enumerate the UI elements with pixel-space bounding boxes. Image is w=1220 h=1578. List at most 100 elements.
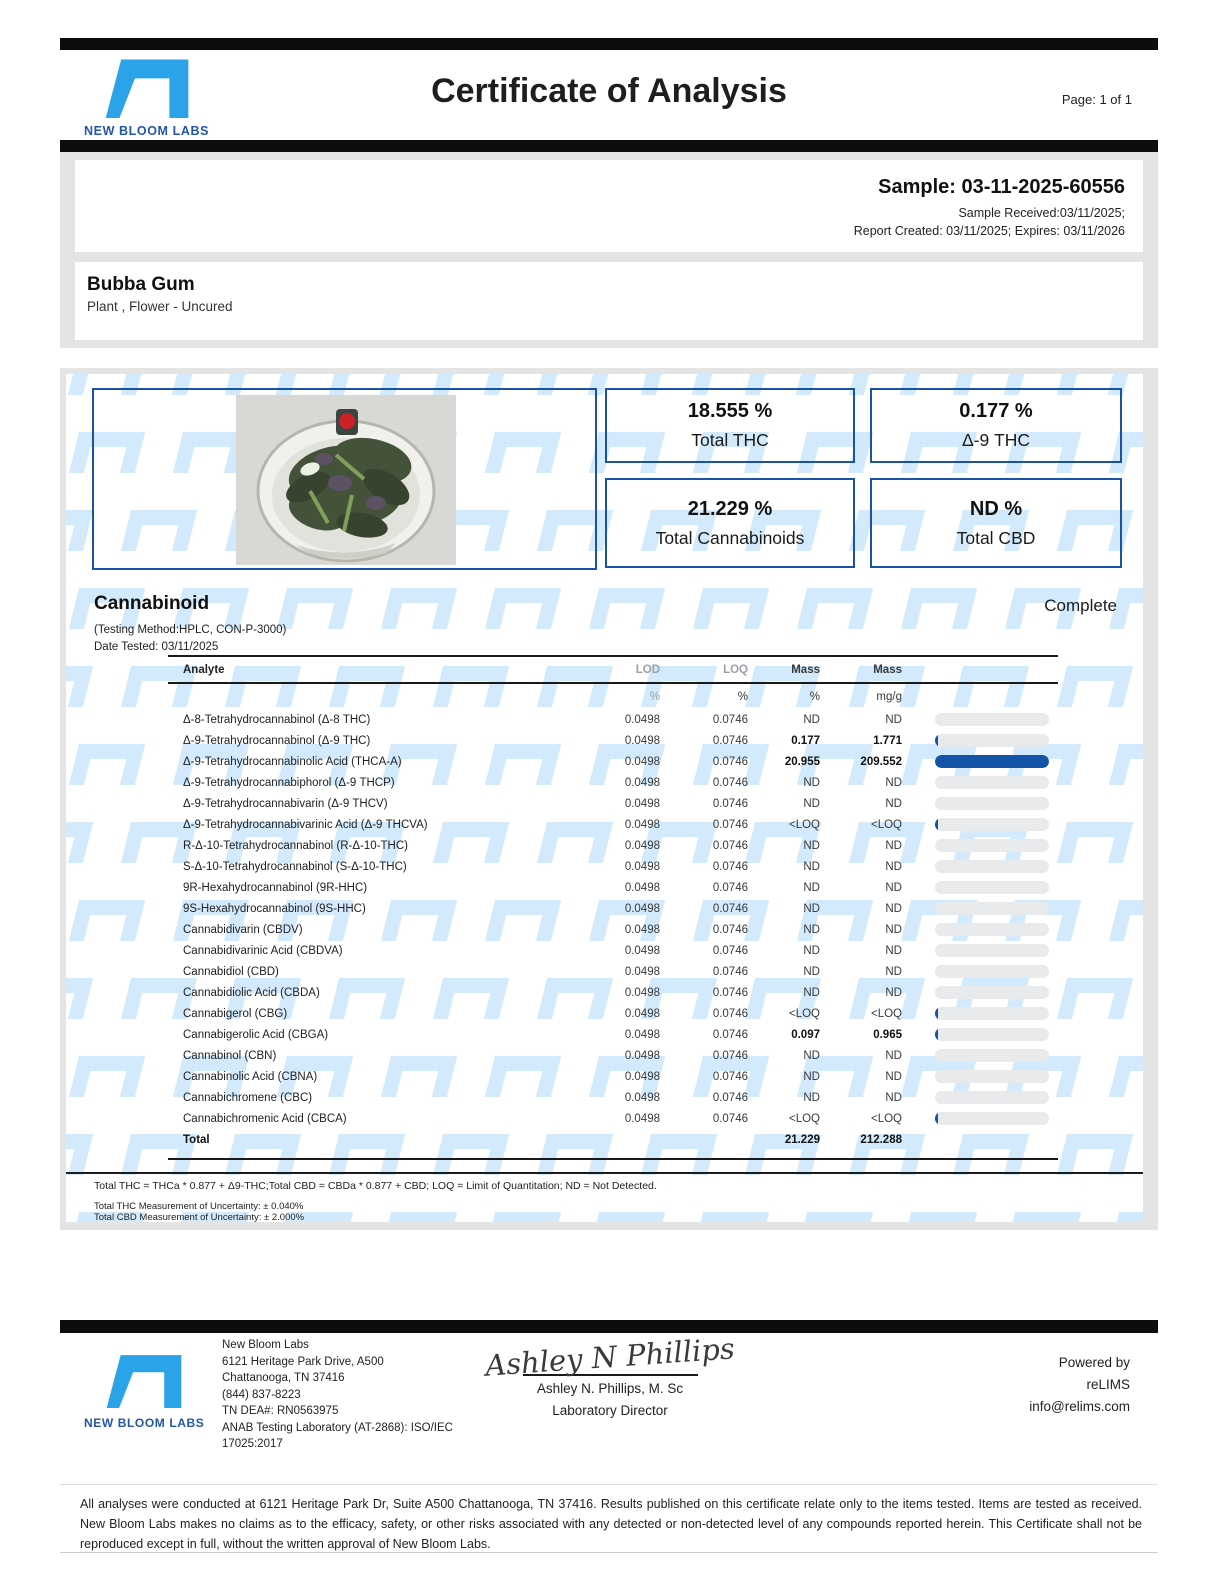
mass-percent-value: ND [803, 776, 820, 789]
lod-value: 0.0498 [624, 755, 660, 768]
analyte-name: Δ-9-Tetrahydrocannabivarinic Acid (Δ-9 T… [183, 818, 428, 831]
mass-bar-fill [935, 755, 1049, 768]
mass-bar-track [935, 923, 1049, 936]
header-divider-bar [60, 140, 1158, 152]
stat-box-total-cbd: ND % Total CBD [870, 478, 1122, 568]
mass-mg-value: ND [885, 713, 902, 726]
lod-value: 0.0498 [624, 1112, 660, 1125]
page-title: Certificate of Analysis [431, 72, 787, 110]
mass-mg-value: ND [885, 839, 902, 852]
product-name: Bubba Gum [87, 274, 195, 295]
loq-value: 0.0746 [712, 986, 748, 999]
table-row: Cannabinol (CBN) 0.0498 0.0746 ND ND [168, 1045, 1058, 1066]
mass-mg-value: ND [885, 965, 902, 978]
mass-mg-value: ND [885, 797, 902, 810]
unit-mass-mg: mg/g [876, 690, 902, 703]
product-info-box: Bubba Gum Plant , Flower - Uncured [75, 262, 1143, 340]
lod-value: 0.0498 [624, 839, 660, 852]
loq-value: 0.0746 [712, 1007, 748, 1020]
analyte-name: S-Δ-10-Tetrahydrocannabinol (S-Δ-10-THC) [183, 860, 407, 873]
testing-method: (Testing Method:HPLC, CON-P-3000) [94, 624, 287, 636]
contact-email: info@relims.com [1029, 1399, 1130, 1414]
mass-bar-track [935, 986, 1049, 999]
loq-value: 0.0746 [712, 713, 748, 726]
mass-mg-value: ND [885, 860, 902, 873]
new-bloom-labs-logo-icon [106, 1355, 182, 1408]
mass-bar-cell [902, 1091, 1058, 1104]
section-title: Cannabinoid [94, 593, 210, 614]
product-description: Plant , Flower - Uncured [87, 299, 233, 314]
date-tested: Date Tested: 03/11/2025 [94, 641, 219, 653]
sample-info-box: Sample: 03-11-2025-60556 Sample Received… [75, 160, 1143, 252]
lod-value: 0.0498 [624, 797, 660, 810]
brand-name: NEW BLOOM LABS [84, 1416, 205, 1430]
total-cbd-label: Total CBD [956, 527, 1036, 548]
unit-loq: % [737, 690, 748, 703]
mass-bar-track [935, 860, 1049, 873]
table-header-row: Analyte LOD LOQ Mass Mass [168, 655, 1058, 684]
stat-box-total-thc: 18.555 % Total THC [605, 388, 855, 463]
mass-bar-track [935, 755, 1049, 768]
loq-value: 0.0746 [712, 797, 748, 810]
table-row: Cannabidiol (CBD) 0.0498 0.0746 ND ND [168, 961, 1058, 982]
total-cannabinoids-label: Total Cannabinoids [655, 527, 805, 548]
mass-mg-value: <LOQ [870, 818, 902, 831]
lab-dea: TN DEA#: RN0563975 [222, 1405, 339, 1417]
loq-value: 0.0746 [712, 1049, 748, 1062]
col-mass-pct: Mass [791, 663, 820, 676]
lab-accreditation-1: ANAB Testing Laboratory (AT-2868): ISO/I… [222, 1421, 453, 1434]
mass-bar-fill [935, 1007, 938, 1020]
lod-value: 0.0498 [624, 1091, 660, 1104]
mass-bar-cell [902, 881, 1058, 894]
section-status: Complete [1044, 596, 1117, 615]
lod-value: 0.0498 [624, 1028, 660, 1041]
mass-bar-cell [902, 965, 1058, 978]
col-analyte: Analyte [183, 663, 225, 676]
mass-bar-fill [935, 734, 938, 747]
header-logo: NEW BLOOM LABS [84, 56, 209, 138]
lod-value: 0.0498 [624, 986, 660, 999]
table-row: R-Δ-10-Tetrahydrocannabinol (R-Δ-10-THC)… [168, 835, 1058, 856]
lod-value: 0.0498 [624, 902, 660, 915]
lod-value: 0.0498 [624, 776, 660, 789]
lod-value: 0.0498 [624, 860, 660, 873]
powered-by-brand: reLIMS [1086, 1377, 1130, 1392]
thc-uncertainty: Total THC Measurement of Uncertainty: ± … [94, 1201, 304, 1212]
mass-bar-cell [902, 986, 1058, 999]
table-row: Cannabidivarinic Acid (CBDVA) 0.0498 0.074… [168, 940, 1058, 961]
analyte-name: Δ-9-Tetrahydrocannabinol (Δ-9 THC) [183, 734, 371, 747]
sample-panel: Sample: 03-11-2025-60556 Sample Received… [60, 152, 1158, 348]
table-row: Cannabichromenic Acid (CBCA) 0.0498 0.0746… [168, 1108, 1058, 1129]
mass-mg-value: ND [885, 1070, 902, 1083]
signer-name: Ashley N. Phillips, M. Sc [536, 1381, 684, 1396]
mass-bar-track [935, 818, 1049, 831]
results-content: 18.555 % Total THC 0.177 % Δ-9 THC 21.22… [66, 374, 1143, 1222]
table-row: 9R-Hexahydrocannabinol (9R-HHC) 0.0498 0.0… [168, 877, 1058, 898]
table-row: Δ-8-Tetrahydrocannabinol (Δ-8 THC) 0.0498… [168, 709, 1058, 730]
results-table: Analyte LOD LOQ Mass Mass % % % mg/g [168, 655, 1058, 1160]
lab-name: New Bloom Labs [222, 1339, 309, 1351]
table-row: Cannabinolic Acid (CBNA) 0.0498 0.0746 ND ND [168, 1066, 1058, 1087]
total-thc-label: Total THC [691, 430, 769, 450]
lod-value: 0.0498 [624, 1007, 660, 1020]
signature-block: Ashley N Phillips Ashley N. Phillips, M.… [450, 1331, 770, 1418]
total-mass-mg: 212.288 [860, 1133, 902, 1146]
mass-bar-cell [902, 923, 1058, 936]
table-row: Δ-9-Tetrahydrocannabivarinic Acid (Δ-9 T… [168, 814, 1058, 835]
mass-bar-cell [902, 818, 1058, 831]
disclaimer-top-rule [60, 1484, 1158, 1485]
mass-bar-track [935, 839, 1049, 852]
col-loq: LOQ [723, 663, 748, 676]
analyte-name: Cannabidiolic Acid (CBDA) [183, 986, 320, 999]
stat-box-total-cannabinoids: 21.229 % Total Cannabinoids [605, 478, 855, 568]
cbd-uncertainty: Total CBD Measurement of Uncertainty: ± … [94, 1212, 305, 1222]
loq-value: 0.0746 [712, 839, 748, 852]
lab-address-block: New Bloom Labs 6121 Heritage Park Drive,… [222, 1337, 453, 1453]
mass-bar-track [935, 1028, 1049, 1041]
table-row: S-Δ-10-Tetrahydrocannabinol (S-Δ-10-THC)… [168, 856, 1058, 877]
mass-bar-track [935, 965, 1049, 978]
loq-value: 0.0746 [712, 881, 748, 894]
footer-divider-bar [60, 1320, 1158, 1333]
signature-line [522, 1374, 698, 1376]
mass-mg-value: ND [885, 902, 902, 915]
